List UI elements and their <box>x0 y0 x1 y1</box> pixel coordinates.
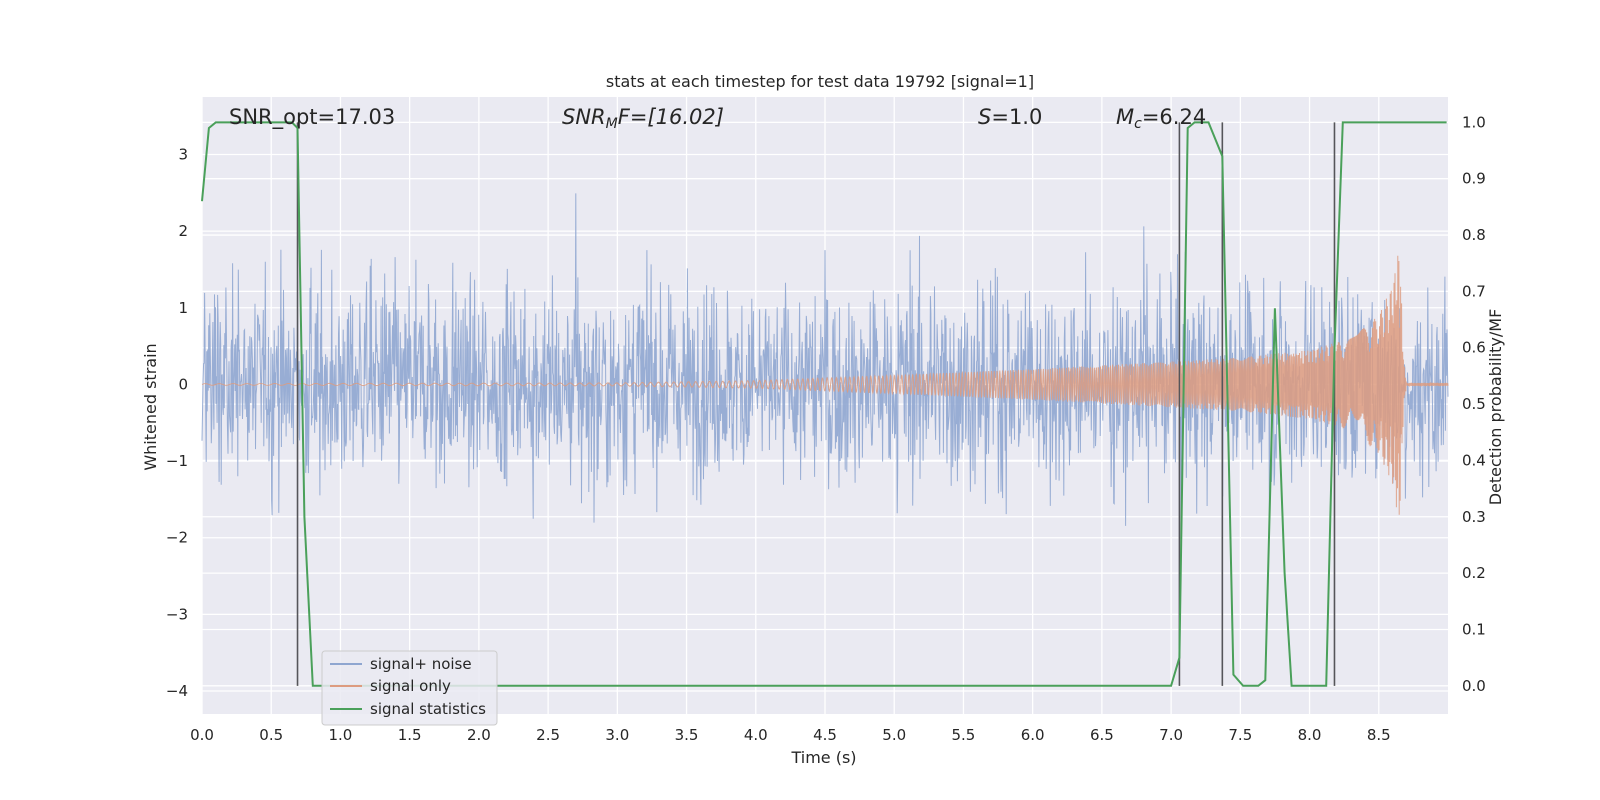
x-tick-label: 0.5 <box>259 726 283 744</box>
legend: signal+ noise signal only signal statist… <box>321 650 498 726</box>
vertical-markers <box>296 122 1336 686</box>
series-signal-statistics <box>201 121 1447 687</box>
chart-title: stats at each timestep for test data 197… <box>606 72 1034 91</box>
y2-tick-label: 0.7 <box>1462 282 1486 300</box>
x-tick-label: 7.5 <box>1228 726 1252 744</box>
x-axis-label: Time (s) <box>790 748 856 767</box>
x-tick-label: 4.5 <box>813 726 837 744</box>
y-tick-label: −3 <box>166 605 188 623</box>
annotation-s: S=1.0 <box>978 105 1042 129</box>
y-tick-label: −1 <box>166 452 188 470</box>
x-tick-label: 2.0 <box>467 726 491 744</box>
y-tick-label: −4 <box>166 682 188 700</box>
x-tick-label: 3.5 <box>675 726 699 744</box>
series-signal-only <box>201 255 1449 515</box>
snr-mf-rest: F=[16.02] <box>618 105 724 129</box>
y2-tick-label: 0.3 <box>1462 508 1486 526</box>
y-tick-label: 1 <box>178 299 188 317</box>
x-tick-label: 3.0 <box>605 726 629 744</box>
x-tick-label: 2.5 <box>536 726 560 744</box>
x-tick-label: 6.5 <box>1090 726 1114 744</box>
annotation-snr-opt: SNR_opt=17.03 <box>229 105 395 130</box>
y2-tick-label: 0.5 <box>1462 395 1486 413</box>
x-tick-label: 4.0 <box>744 726 768 744</box>
s-rest: =1.0 <box>991 105 1042 129</box>
annotation-snr-mf: SNRMF=[16.02] <box>562 105 724 132</box>
legend-label-signal-statistics: signal statistics <box>370 700 486 718</box>
legend-box <box>321 650 498 726</box>
x-tick-label: 5.0 <box>882 726 906 744</box>
y-tick-label: 0 <box>178 375 188 393</box>
y-tick-label: −2 <box>166 529 188 547</box>
mc-rest: =6.24 <box>1142 105 1206 129</box>
y2-axis-label: Detection probability/MF <box>1486 309 1505 506</box>
legend-label-signal-noise: signal+ noise <box>370 655 472 673</box>
x-tick-label: 5.5 <box>952 726 976 744</box>
legend-label-signal-only: signal only <box>370 677 451 695</box>
x-tick-label: 8.0 <box>1298 726 1322 744</box>
y-axis-label: Whitened strain <box>141 343 160 470</box>
x-tick-label: 8.5 <box>1367 726 1391 744</box>
y2-tick-label: 0.1 <box>1462 620 1486 638</box>
grid-lines <box>201 97 1448 714</box>
mc-sub: c <box>1134 116 1142 132</box>
mc-name: M <box>1116 105 1134 129</box>
y2-tick-label: 0.4 <box>1462 451 1486 469</box>
x-tick-label: 7.0 <box>1159 726 1183 744</box>
y2-tick-label: 0.9 <box>1462 170 1486 188</box>
snr-mf-sub: M <box>606 116 618 132</box>
y-tick-label: 2 <box>178 222 188 240</box>
y2-tick-label: 0.2 <box>1462 564 1486 582</box>
x-tick-label: 1.5 <box>398 726 422 744</box>
snr-mf-name: SNR <box>562 105 606 129</box>
signal-only-line <box>201 255 1449 515</box>
x-tick-label: 6.0 <box>1021 726 1045 744</box>
x-tick-label: 0.0 <box>190 726 214 744</box>
y2-tick-label: 0.0 <box>1462 677 1486 695</box>
y2-tick-label: 0.6 <box>1462 339 1486 357</box>
y2-tick-label: 0.8 <box>1462 226 1486 244</box>
x-tick-label: 1.0 <box>329 726 353 744</box>
y-tick-label: 3 <box>178 145 188 163</box>
signal-statistics-line <box>201 121 1447 687</box>
s-name: S <box>978 105 991 129</box>
annotation-mc: Mc=6.24 <box>1116 105 1206 132</box>
y2-tick-label: 1.0 <box>1462 113 1486 131</box>
tick-labels: 0.0 0.5 1.0 1.5 2.0 2.5 3.0 3.5 4.0 4.5 5.0 5.5 6.0 6… <box>166 113 1486 744</box>
